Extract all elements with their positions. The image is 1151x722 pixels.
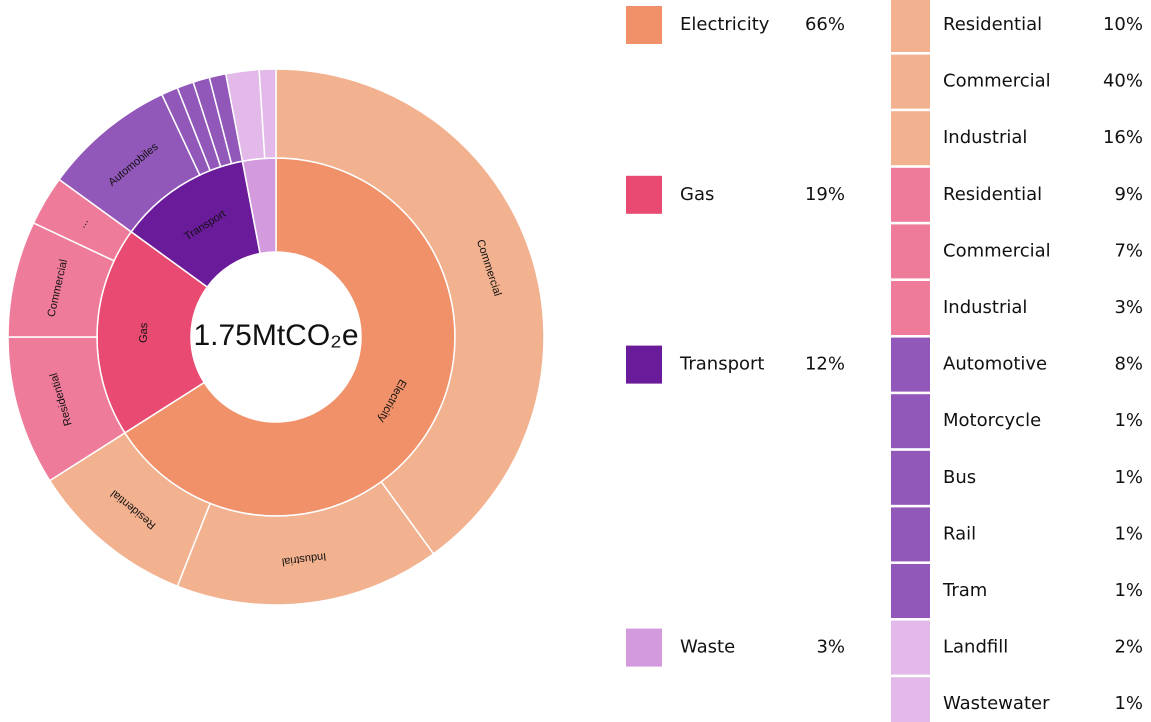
legend-value: 16% <box>1103 127 1143 148</box>
legend-swatch <box>891 167 930 222</box>
legend-label: Residential <box>943 14 1042 35</box>
legend-swatch <box>891 111 930 166</box>
ring-label: Gas <box>138 322 151 343</box>
legend-swatch <box>891 224 930 279</box>
legend-value: 1% <box>1114 467 1143 488</box>
legend-swatch <box>891 54 930 109</box>
legend-value: 1% <box>1114 580 1143 601</box>
legend-value: 8% <box>1114 354 1143 375</box>
legend-label: Gas <box>680 184 714 205</box>
legend-value: 10% <box>1103 14 1143 35</box>
legend-value: 3% <box>1114 297 1143 318</box>
legend-label: Residential <box>943 184 1042 205</box>
legend-swatch <box>891 0 930 52</box>
legend-value: 66% <box>805 14 845 35</box>
legend-value: 9% <box>1114 184 1143 205</box>
legend-value: 19% <box>805 184 845 205</box>
legend-swatch <box>891 450 930 505</box>
legend-swatch <box>891 564 930 618</box>
legend-label: Industrial <box>943 127 1027 148</box>
legend-label: Motorcycle <box>943 410 1041 431</box>
legend-value: 3% <box>816 637 845 658</box>
legend-label: Landfill <box>943 637 1008 658</box>
legend-label: Commercial <box>943 71 1051 92</box>
legend-swatch <box>626 345 662 384</box>
legend-swatch <box>891 394 930 449</box>
legend-label: Bus <box>943 467 976 488</box>
ring-label: Industrial <box>281 550 327 568</box>
legend-swatch <box>891 677 930 722</box>
legend-swatch <box>891 620 930 675</box>
legend-label: Industrial <box>943 297 1027 318</box>
legend-label: Commercial <box>943 240 1051 261</box>
legend-label: Tram <box>942 580 987 601</box>
legend-label: Electricity <box>680 14 770 35</box>
legend-value: 40% <box>1103 71 1143 92</box>
outer-arc <box>258 68 277 160</box>
legend-swatch <box>891 507 930 562</box>
legend-label: Automotive <box>943 354 1047 375</box>
legend-label: Waste <box>680 637 735 658</box>
legend-value: 1% <box>1114 410 1143 431</box>
legend-swatch <box>891 281 930 335</box>
legend-swatch <box>626 6 662 44</box>
legend-value: 12% <box>805 354 845 375</box>
legend-label: Wastewater <box>943 693 1050 714</box>
legend-value: 2% <box>1114 637 1143 658</box>
legend-swatch <box>891 337 930 392</box>
legend-value: 7% <box>1114 240 1143 261</box>
legend-label: Transport <box>679 354 764 375</box>
legend-value: 1% <box>1114 523 1143 544</box>
legend-value: 1% <box>1114 693 1143 714</box>
legend-swatch <box>626 628 662 667</box>
legend-swatch <box>626 175 662 214</box>
center-label: 1.75MtCO₂e <box>193 319 358 352</box>
legend-label: Rail <box>943 523 976 544</box>
outer-arc <box>275 68 545 555</box>
